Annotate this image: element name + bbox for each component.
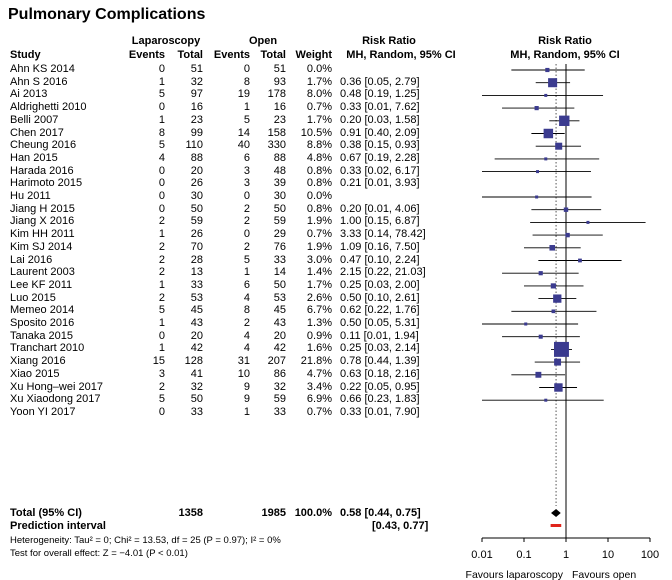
study-estimate-square xyxy=(551,283,556,288)
study-estimate-square xyxy=(552,309,556,313)
prediction-interval-bar xyxy=(551,524,562,527)
study-estimate-square xyxy=(544,157,547,160)
x-tick-label: 1 xyxy=(563,549,569,561)
study-estimate-square xyxy=(564,207,568,211)
study-estimate-square xyxy=(554,359,561,366)
study-estimate-square xyxy=(549,245,555,251)
study-estimate-square xyxy=(554,342,569,357)
study-estimate-square xyxy=(535,196,538,199)
x-tick-label: 10 xyxy=(602,549,614,561)
study-estimate-square xyxy=(535,372,541,378)
study-estimate-square xyxy=(544,399,547,402)
study-estimate-square xyxy=(554,383,562,391)
study-estimate-square xyxy=(545,68,549,72)
study-estimate-square xyxy=(586,221,589,224)
x-tick-label: 100 xyxy=(641,549,659,561)
study-estimate-square xyxy=(536,170,539,173)
favours-laparoscopy-label: Favours laparoscopy xyxy=(466,569,564,580)
x-tick-label: 0.1 xyxy=(516,549,531,561)
study-estimate-square xyxy=(544,94,547,97)
study-estimate-square xyxy=(555,143,562,150)
favours-open-label: Favours open xyxy=(572,569,636,580)
study-estimate-square xyxy=(565,233,569,237)
study-estimate-square xyxy=(548,78,557,87)
pooled-diamond xyxy=(551,509,561,517)
x-tick-label: 0.01 xyxy=(471,549,492,561)
study-estimate-square xyxy=(539,271,543,275)
study-estimate-square xyxy=(544,129,553,138)
study-estimate-square xyxy=(553,294,561,302)
study-estimate-square xyxy=(578,259,582,263)
study-estimate-square xyxy=(539,335,543,339)
study-estimate-square xyxy=(535,106,539,110)
study-estimate-square xyxy=(524,322,527,325)
study-estimate-square xyxy=(559,116,569,126)
